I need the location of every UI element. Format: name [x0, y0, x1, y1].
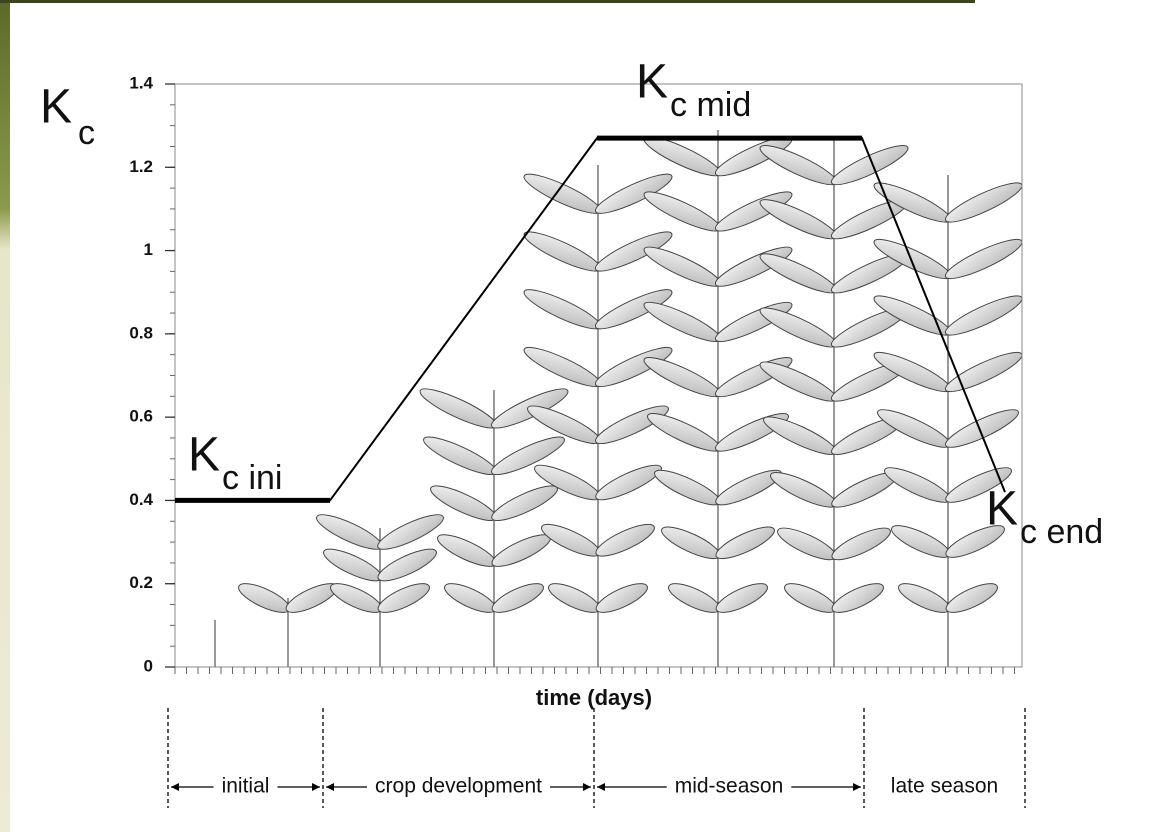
plant-leaf — [375, 578, 433, 618]
plant-leaf — [712, 464, 785, 511]
plant-leaf — [545, 578, 603, 618]
stage-arrowhead — [312, 783, 320, 791]
plant-leaf — [416, 382, 500, 434]
x-axis-label: time (days) — [536, 685, 652, 710]
plant-leaf — [640, 241, 724, 293]
stage-label: initial — [222, 775, 270, 798]
chart: K c time (days) 0 0.2 0.4 0.6 0.8 1 1.2 1.4 init… — [0, 0, 1172, 832]
y-axis-label-sub: c — [78, 114, 95, 152]
stage-arrowhead — [171, 783, 179, 791]
plant-leaf — [888, 520, 954, 563]
annotation-sub: c ini — [222, 459, 282, 497]
plant-leaf — [313, 509, 386, 556]
plant-leaf — [774, 522, 840, 565]
annotation-main: K — [188, 429, 220, 482]
plant-leaf — [283, 578, 341, 618]
stage-label: crop development — [375, 775, 542, 798]
stage-arrowhead — [583, 783, 591, 791]
plant-leaf — [441, 578, 499, 618]
plant-leaf — [658, 521, 724, 564]
annotation-sub: c mid — [670, 86, 751, 124]
plant-leaf — [520, 226, 604, 278]
plant-leaf — [942, 403, 1022, 453]
plant-leaf — [881, 462, 954, 509]
plant-leaf — [943, 578, 1001, 618]
plant-leaf — [756, 247, 840, 299]
plant-leaf — [640, 351, 724, 403]
plant-leaf — [942, 177, 1026, 229]
plant-leaf — [756, 356, 840, 408]
y-tick-label: 0 — [144, 656, 153, 675]
y-tick-label: 0.2 — [129, 573, 153, 592]
plant-leaf — [592, 459, 665, 506]
y-tick-label: 1 — [144, 240, 153, 259]
plant-leaf — [767, 466, 840, 513]
plant-leaf — [828, 139, 912, 191]
plant-leaf — [713, 578, 771, 618]
plant-leaf — [756, 302, 840, 354]
plant-leaf — [520, 168, 604, 220]
plant-leaf — [756, 193, 840, 245]
plant-illustrations — [215, 130, 1026, 667]
annotation-main: K — [636, 56, 668, 109]
background-photo-strip — [0, 0, 10, 832]
plant-leaf — [942, 290, 1026, 342]
plant-leaf — [592, 519, 658, 562]
plant-leaf — [640, 186, 724, 238]
stage-arrowhead — [853, 783, 861, 791]
plant-leaf — [327, 578, 385, 618]
plant-leaf — [665, 578, 723, 618]
plant-leaf — [640, 296, 724, 348]
annotation-main: K — [986, 483, 1018, 536]
plant-leaf — [520, 341, 604, 393]
plant-leaf — [593, 578, 651, 618]
plant-leaf — [829, 578, 887, 618]
y-axis-label-main: K — [40, 81, 72, 134]
plant-leaf — [520, 283, 604, 335]
plant-leaf — [374, 543, 440, 586]
plant-leaf — [942, 233, 1026, 285]
plant-leaf — [760, 411, 840, 461]
plant-leaf — [756, 139, 840, 191]
plant-leaf — [644, 407, 724, 457]
stage-label: mid-season — [675, 775, 784, 798]
y-tick-label: 0.8 — [129, 323, 153, 342]
annotation-sub: c end — [1020, 513, 1103, 551]
plant-leaf — [712, 521, 778, 564]
y-tick-label: 1.4 — [129, 73, 153, 92]
plant-leaf — [828, 522, 894, 565]
plant-leaf — [651, 464, 724, 511]
top-border — [0, 0, 975, 3]
plant-leaf — [235, 578, 293, 618]
plant-leaf — [942, 346, 1026, 398]
plant-leaf — [434, 529, 500, 572]
stage-arrowhead — [597, 783, 605, 791]
plant-leaf — [488, 529, 554, 572]
y-tick-label: 0.6 — [129, 407, 153, 426]
plant-leaf — [895, 578, 953, 618]
plant-leaf — [420, 431, 500, 481]
plant-leaf — [781, 578, 839, 618]
plant-leaf — [374, 509, 447, 556]
plant-leaf — [320, 543, 386, 586]
plant-leaf — [488, 480, 561, 527]
stage-arrowhead — [326, 783, 334, 791]
plant-leaf — [489, 578, 547, 618]
y-tick-label: 0.4 — [129, 490, 153, 509]
y-tick-label: 1.2 — [129, 157, 153, 176]
stage-label: late season — [891, 775, 998, 798]
